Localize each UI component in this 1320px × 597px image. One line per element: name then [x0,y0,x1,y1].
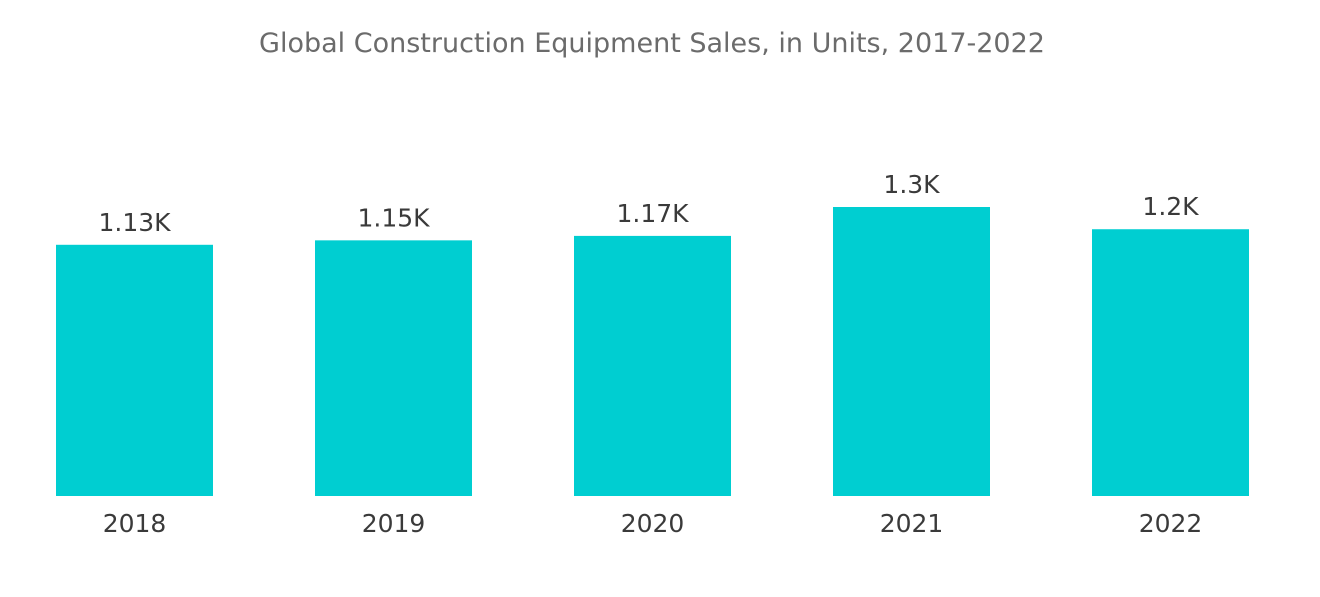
data-label-2019: 1.15K [357,203,430,232]
bar-2019 [315,240,472,496]
bar-2022 [1092,229,1249,496]
chart-title: Global Construction Equipment Sales, in … [259,28,1045,59]
bar-2020 [574,235,731,496]
x-tick-label-2019: 2019 [362,509,426,538]
data-label-2022: 1.2K [1142,192,1199,221]
x-tick-label-2022: 2022 [1139,509,1203,538]
data-labels-group: 1.13K 1.15K 1.17K 1.3K 1.2K [98,170,1199,237]
bars-group [56,207,1249,496]
data-label-2021: 1.3K [883,170,940,199]
data-label-2018: 1.13K [98,208,171,237]
x-tick-label-2018: 2018 [103,509,167,538]
x-tick-label-2021: 2021 [880,509,944,538]
data-label-2020: 1.17K [616,199,689,228]
bar-2018 [56,244,213,496]
x-tick-label-2020: 2020 [621,509,685,538]
bar-2021 [833,207,990,496]
x-axis-tick-labels: 2018 2019 2020 2021 2022 [103,509,1203,538]
